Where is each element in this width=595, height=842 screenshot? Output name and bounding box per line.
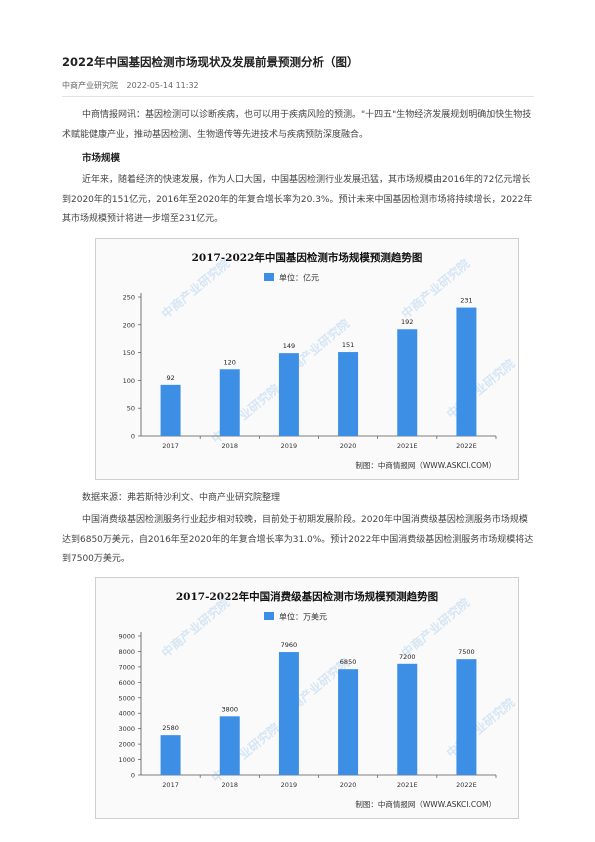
x-tick-label: 2020	[340, 442, 357, 450]
chart-consumer-gene-testing-market: 2017-2022年中国消费级基因检测市场规模预测趋势图 单位：万美元 中商产业研究…	[95, 577, 519, 819]
chart-credit: 制图：中商情报网（WWW.ASKCI.COM）	[355, 799, 496, 809]
legend-label: 单位：万美元	[279, 612, 327, 622]
bar-value-label: 2580	[162, 724, 179, 732]
watermark-logo: 中商产业研究院	[208, 381, 282, 446]
bar-value-label: 149	[283, 342, 295, 350]
consumer-market-paragraph: 中国消费级基因检测服务行业起步相对较晚，目前处于初期发展阶段。2020年中国消费…	[62, 515, 534, 564]
bar	[278, 652, 299, 775]
chart-gene-testing-market: 2017-2022年中国基因检测市场规模预测趋势图 单位：亿元 中商产业研究院 中商产…	[95, 238, 519, 480]
watermark-logo: 中商产业研究院	[158, 256, 232, 321]
bar-value-label: 231	[460, 297, 472, 305]
bar-value-label: 7500	[458, 648, 475, 656]
bar	[456, 659, 477, 775]
x-tick-label: 2022E	[456, 442, 477, 450]
bar-value-label: 192	[401, 318, 413, 326]
x-tick-label: 2017	[162, 442, 179, 450]
chart-consumer-gene-testing-svg: 2017-2022年中国消费级基因检测市场规模预测趋势图单位：万美元中商产业研究…	[118, 590, 517, 809]
watermark-logo: 中商产业研究院	[208, 720, 282, 785]
y-tick-label: 50	[127, 405, 135, 413]
chart-gene-testing-svg: 2017-2022年中国基因检测市场规模预测趋势图单位：亿元中商产业研究院中商产…	[123, 251, 518, 470]
watermark-logo: 中商产业研究院	[443, 695, 517, 760]
y-tick-label: 6000	[118, 679, 135, 687]
y-tick-label: 0	[131, 433, 135, 441]
x-tick-label: 2019	[281, 442, 298, 450]
chart-credit: 制图：中商情报网（WWW.ASKCI.COM）	[355, 460, 496, 470]
y-tick-label: 7000	[118, 663, 135, 671]
article-meta: 中商产业研究院 2022-05-14 11:32	[62, 80, 205, 91]
y-tick-label: 200	[123, 321, 135, 329]
bar	[397, 329, 418, 436]
bar-value-label: 6850	[340, 658, 357, 666]
x-tick-label: 2019	[281, 781, 298, 789]
x-tick-label: 2018	[221, 781, 238, 789]
x-tick-label: 2022E	[456, 781, 477, 789]
watermark-logo: 中商产业研究院	[443, 356, 517, 421]
intro-paragraph: 中商情报网讯：基因检测可以诊断疾病，也可以用于疾病风险的预测。"十四五"生物经济…	[62, 110, 532, 140]
y-tick-label: 4000	[118, 710, 135, 718]
y-tick-label: 150	[123, 349, 135, 357]
legend-swatch	[264, 273, 274, 281]
legend-swatch	[264, 612, 274, 620]
article-datetime: 2022-05-14 11:32	[126, 81, 199, 90]
y-tick-label: 5000	[118, 694, 135, 702]
y-tick-label: 100	[123, 377, 135, 385]
bar-value-label: 7200	[399, 653, 416, 661]
bar	[338, 669, 359, 775]
y-tick-label: 8000	[118, 648, 135, 656]
x-tick-label: 2020	[340, 781, 357, 789]
bar	[278, 353, 299, 436]
bar	[160, 735, 181, 775]
y-tick-label: 1000	[118, 756, 135, 764]
market-size-paragraph: 近年来，随着经济的快速发展，作为人口大国，中国基因检测行业发展迅猛，其市场规模由…	[62, 175, 533, 224]
x-tick-label: 2021E	[397, 781, 418, 789]
x-tick-label: 2017	[162, 781, 179, 789]
chart-title: 2017-2022年中国消费级基因检测市场规模预测趋势图	[176, 590, 438, 603]
bar	[338, 352, 359, 436]
bar-value-label: 151	[342, 341, 354, 349]
y-tick-label: 3000	[118, 725, 135, 733]
y-tick-label: 250	[123, 294, 135, 302]
bar	[219, 369, 240, 436]
bar-value-label: 120	[224, 358, 236, 366]
bar	[219, 716, 240, 775]
title-divider	[62, 96, 534, 97]
article-source[interactable]: 中商产业研究院	[62, 81, 118, 90]
x-tick-label: 2018	[221, 442, 238, 450]
article-title: 2022年中国基因检测市场现状及发展前景预测分析（图）	[62, 55, 359, 69]
chart-title: 2017-2022年中国基因检测市场规模预测趋势图	[192, 251, 423, 264]
bar	[456, 307, 477, 436]
data-source-note: 数据来源：弗若斯特沙利文、中商产业研究院整理	[82, 493, 281, 503]
y-tick-label: 9000	[118, 633, 135, 641]
watermark-logo: 中商产业研究院	[158, 595, 232, 660]
section-heading: 市场规模	[82, 153, 121, 164]
bar-value-label: 7960	[281, 641, 298, 649]
y-tick-label: 0	[131, 772, 135, 780]
bar-value-label: 92	[166, 374, 174, 382]
y-tick-label: 2000	[118, 741, 135, 749]
x-tick-label: 2021E	[397, 442, 418, 450]
bar-value-label: 3800	[221, 705, 238, 713]
bar	[160, 384, 181, 436]
legend-label: 单位：亿元	[279, 273, 319, 283]
bar	[397, 663, 418, 775]
